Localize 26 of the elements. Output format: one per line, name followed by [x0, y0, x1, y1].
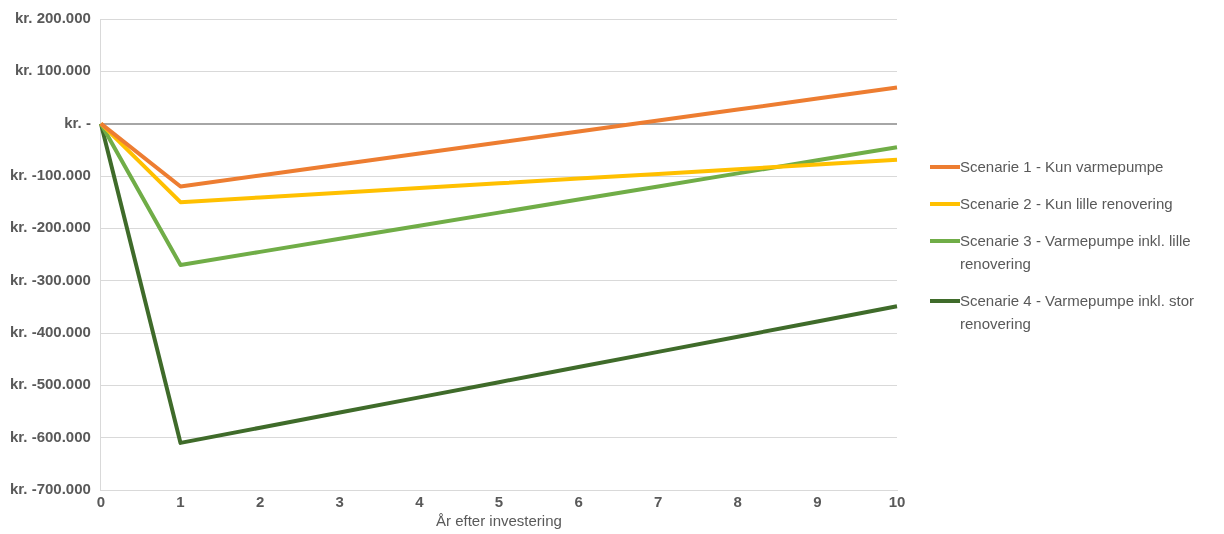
x-tick-label: 3: [335, 493, 344, 511]
x-tick-label: 8: [733, 493, 742, 511]
x-tick-label: 9: [813, 493, 822, 511]
y-tick-label: kr. -100.000: [10, 166, 91, 184]
y-tick-label: kr. -600.000: [10, 427, 91, 445]
y-tick-label: kr. -400.000: [10, 323, 91, 341]
legend-label: Scenarie 4 - Varmepumpe inkl. stor renovering: [960, 291, 1195, 334]
y-tick-label: kr. 100.000: [14, 61, 91, 79]
x-tick-label: 2: [255, 493, 265, 511]
x-tick-label: 4: [415, 493, 425, 511]
x-tick-label: 1: [176, 493, 185, 511]
y-tick-label: kr. -200.000: [10, 218, 91, 236]
x-tick-label: 10: [888, 493, 906, 511]
x-tick-label: 0: [96, 493, 106, 511]
legend-label: Scenarie 2 - Kun lille renovering: [960, 194, 1173, 214]
x-tick-label: 7: [654, 493, 663, 511]
x-tick-label: 5: [494, 493, 504, 511]
y-tick-label: kr. -700.000: [10, 480, 91, 498]
x-tick-label: 6: [574, 493, 583, 511]
y-tick-label: kr. -300.000: [10, 270, 91, 288]
x-axis-title: År efter investering: [435, 512, 562, 529]
y-tick-label: kr. -500.000: [10, 375, 91, 393]
legend-label: Scenarie 1 - Kun varmepumpe: [960, 157, 1164, 177]
legend-label: Scenarie 3 - Varmepumpe inkl. lille renovering: [960, 231, 1192, 274]
y-tick-label: kr. -: [64, 113, 91, 131]
y-tick-label: kr. 200.000: [14, 9, 91, 27]
